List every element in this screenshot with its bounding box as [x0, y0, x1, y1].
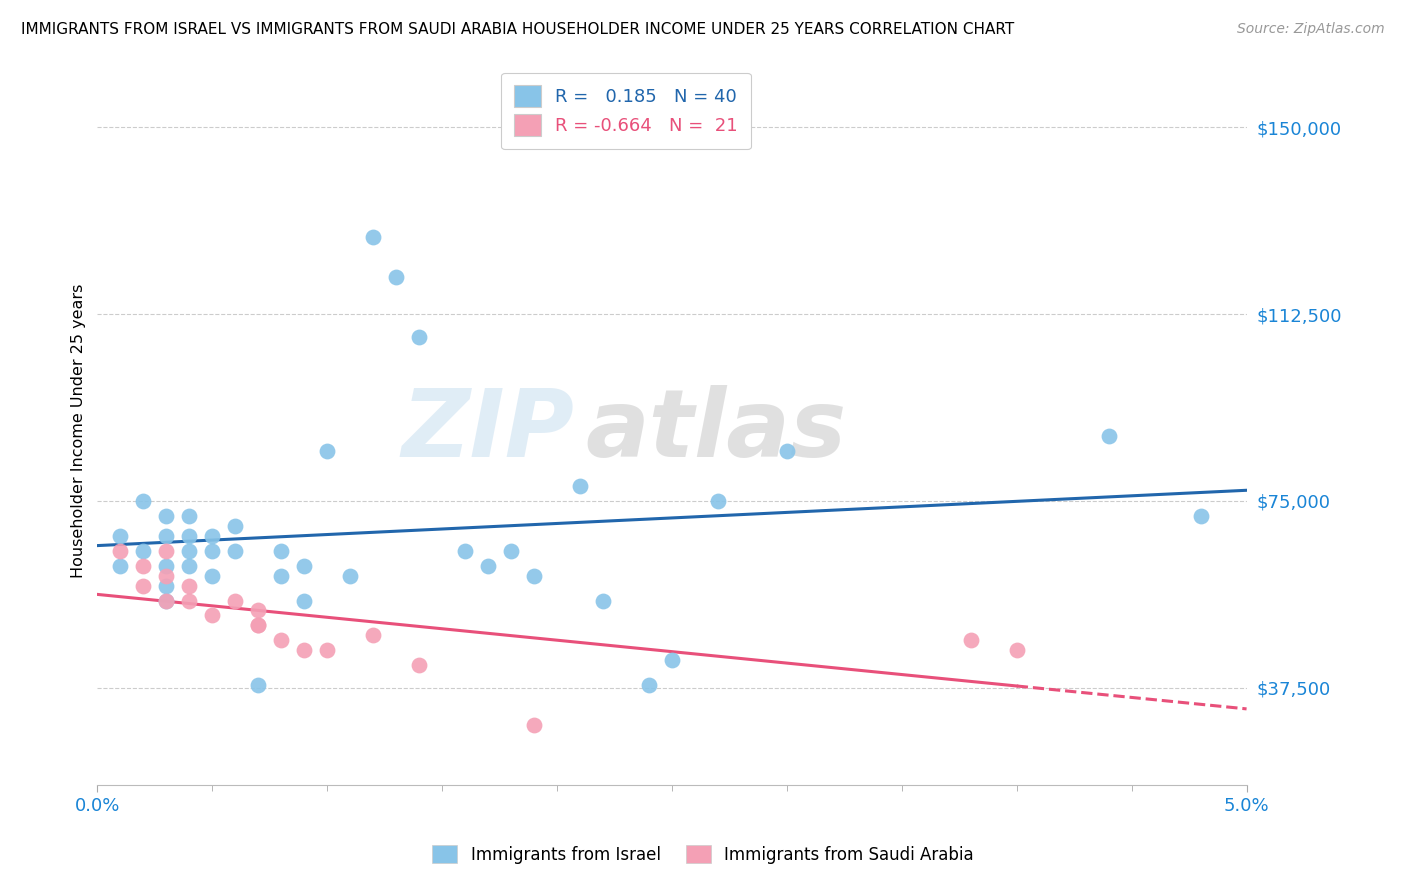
Point — [155, 568, 177, 582]
Point — [155, 529, 177, 543]
Text: atlas: atlas — [586, 385, 846, 477]
Point — [569, 479, 592, 493]
Point — [592, 593, 614, 607]
Point — [247, 618, 270, 632]
Point — [155, 593, 177, 607]
Point — [201, 608, 224, 623]
Point — [361, 230, 384, 244]
Point — [155, 593, 177, 607]
Point — [179, 593, 201, 607]
Point — [132, 543, 155, 558]
Point — [270, 568, 292, 582]
Point — [201, 529, 224, 543]
Y-axis label: Householder Income Under 25 years: Householder Income Under 25 years — [72, 284, 86, 578]
Point — [385, 269, 408, 284]
Point — [132, 494, 155, 508]
Point — [959, 633, 981, 648]
Point — [316, 444, 339, 458]
Point — [292, 593, 315, 607]
Point — [179, 558, 201, 573]
Point — [179, 508, 201, 523]
Point — [224, 593, 246, 607]
Point — [179, 578, 201, 592]
Point — [179, 529, 201, 543]
Text: IMMIGRANTS FROM ISRAEL VS IMMIGRANTS FROM SAUDI ARABIA HOUSEHOLDER INCOME UNDER : IMMIGRANTS FROM ISRAEL VS IMMIGRANTS FRO… — [21, 22, 1014, 37]
Point — [316, 643, 339, 657]
Point — [292, 558, 315, 573]
Point — [408, 329, 430, 343]
Point — [638, 678, 661, 692]
Point — [1005, 643, 1028, 657]
Point — [224, 543, 246, 558]
Point — [132, 558, 155, 573]
Point — [707, 494, 730, 508]
Point — [270, 543, 292, 558]
Point — [110, 558, 132, 573]
Point — [110, 529, 132, 543]
Point — [361, 628, 384, 642]
Point — [247, 618, 270, 632]
Point — [477, 558, 499, 573]
Point — [454, 543, 477, 558]
Point — [523, 718, 546, 732]
Point — [247, 603, 270, 617]
Point — [224, 518, 246, 533]
Point — [201, 568, 224, 582]
Point — [1189, 508, 1212, 523]
Text: ZIP: ZIP — [401, 385, 574, 477]
Point — [339, 568, 361, 582]
Legend: R =   0.185   N = 40, R = -0.664   N =  21: R = 0.185 N = 40, R = -0.664 N = 21 — [502, 72, 751, 149]
Point — [270, 633, 292, 648]
Point — [292, 643, 315, 657]
Text: Source: ZipAtlas.com: Source: ZipAtlas.com — [1237, 22, 1385, 37]
Point — [1098, 429, 1121, 443]
Point — [499, 543, 522, 558]
Point — [201, 543, 224, 558]
Point — [155, 578, 177, 592]
Point — [132, 578, 155, 592]
Point — [179, 543, 201, 558]
Point — [408, 658, 430, 673]
Point — [776, 444, 799, 458]
Point — [155, 508, 177, 523]
Point — [155, 543, 177, 558]
Point — [247, 678, 270, 692]
Point — [110, 543, 132, 558]
Legend: Immigrants from Israel, Immigrants from Saudi Arabia: Immigrants from Israel, Immigrants from … — [426, 838, 980, 871]
Point — [155, 558, 177, 573]
Point — [523, 568, 546, 582]
Point — [661, 653, 683, 667]
